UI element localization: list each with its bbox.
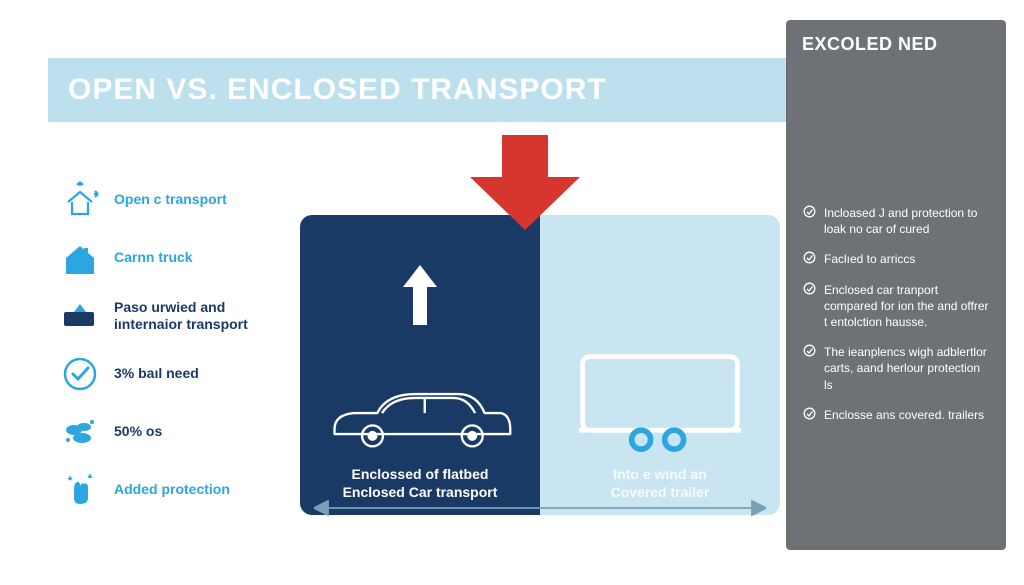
list-text: Enclosed car tranport compared for ion t… (824, 282, 990, 331)
list-text: Faclıed to arriccs (824, 251, 915, 267)
right-panel-title: EXCOLED NED (802, 34, 990, 55)
list-label: Added protection (114, 481, 230, 499)
list-label: 3% baıl need (114, 365, 199, 383)
list-item: Paso urwied and iınternaior transport (60, 296, 280, 336)
list-item: 3% baıl need (60, 354, 280, 394)
right-bullet-list: Incloased J and protection to loak no ca… (802, 205, 990, 423)
caption-line: Into e wınd an (611, 466, 710, 484)
comparison-left-panel: Enclossed of flatbed Enclosed Car transp… (300, 215, 540, 515)
list-label: Open c transport (114, 191, 227, 209)
list-item: Added protection (60, 470, 280, 510)
truck-box-icon (60, 296, 100, 336)
comparison-card: Enclossed of flatbed Enclosed Car transp… (300, 215, 780, 515)
comparison-right-panel: Into e wınd an Covered trailer (540, 215, 780, 515)
list-item: Faclıed to arriccs (802, 251, 990, 267)
house-arrows-icon (60, 180, 100, 220)
list-item: Carnn truck (60, 238, 280, 278)
right-info-panel: EXCOLED NED Incloased J and protection t… (786, 20, 1006, 550)
right-caption: Into e wınd an Covered trailer (611, 466, 710, 501)
list-item: Incloased J and protection to loak no ca… (802, 205, 990, 237)
check-outline-icon (802, 282, 816, 331)
list-text: Incloased J and protection to loak no ca… (824, 205, 990, 237)
up-arrow-icon (403, 265, 437, 330)
list-label: 50% os (114, 423, 162, 441)
list-label: Paso urwied and iınternaior transport (114, 299, 280, 334)
check-outline-icon (802, 407, 816, 423)
red-down-arrow-icon (470, 135, 580, 235)
hand-sparkle-icon (60, 470, 100, 510)
check-outline-icon (802, 205, 816, 237)
list-label: Carnn truck (114, 249, 193, 267)
left-feature-list: Open c transport Carnn truck Paso urwied… (60, 180, 280, 510)
page-title: OPEN VS. ENCLOSED TRANSPORT (68, 73, 607, 107)
list-text: The ieanplencs wigh adblertlor carts, aa… (824, 344, 990, 393)
trailer-illustration-icon (575, 349, 745, 458)
caption-line: Enclossed of flatbed (343, 466, 498, 484)
check-outline-icon (802, 344, 816, 393)
left-caption: Enclossed of flatbed Enclosed Car transp… (343, 466, 498, 501)
house-icon (60, 238, 100, 278)
list-item: Enclosse ans covered. trailers (802, 407, 990, 423)
list-text: Enclosse ans covered. trailers (824, 407, 984, 423)
list-item: 50% os (60, 412, 280, 452)
list-item: The ieanplencs wigh adblertlor carts, aa… (802, 344, 990, 393)
car-illustration-icon (325, 377, 515, 458)
list-item: Enclosed car tranport compared for ion t… (802, 282, 990, 331)
check-outline-icon (802, 251, 816, 267)
clouds-icon (60, 412, 100, 452)
horizontal-arrow-icon (314, 498, 766, 523)
title-band: OPEN VS. ENCLOSED TRANSPORT (48, 58, 788, 122)
check-circle-icon (60, 354, 100, 394)
list-item: Open c transport (60, 180, 280, 220)
